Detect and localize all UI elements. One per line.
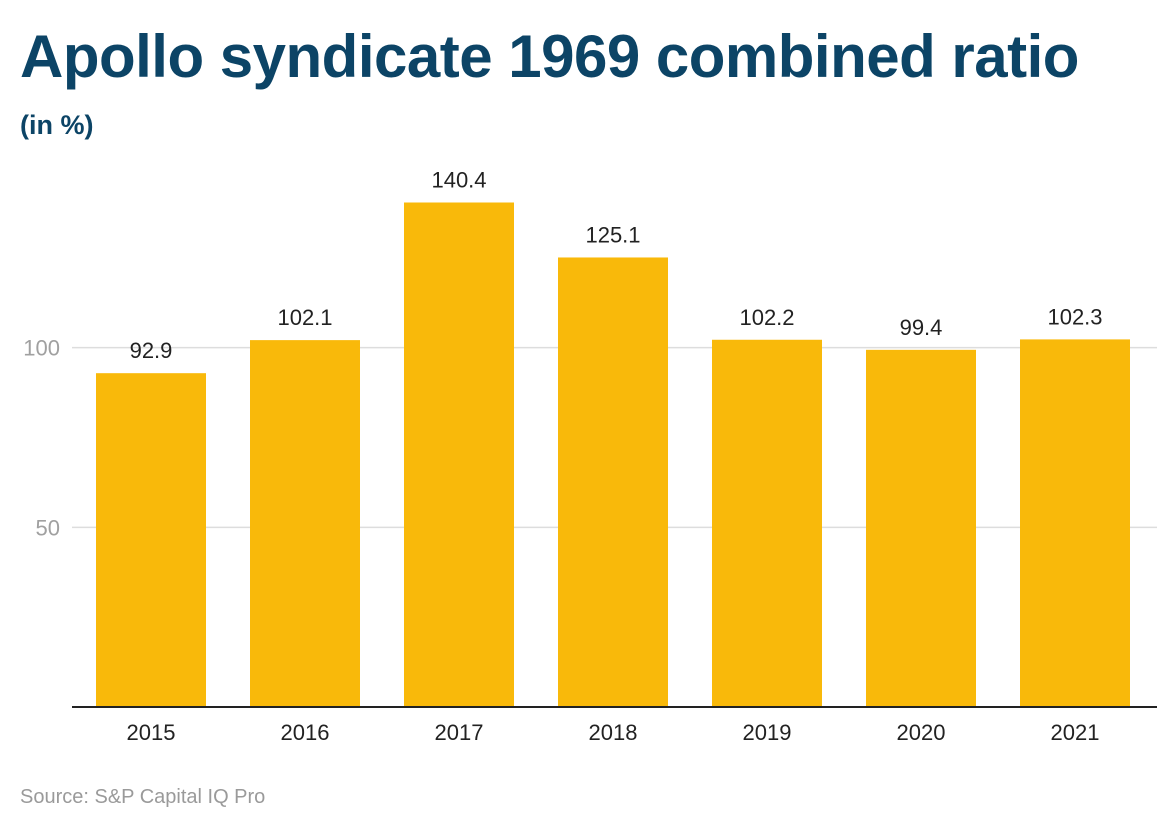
x-tick-label: 2019 xyxy=(743,720,792,745)
x-tick-label: 2015 xyxy=(127,720,176,745)
bar-2016 xyxy=(250,340,360,707)
value-label: 140.4 xyxy=(431,167,486,192)
value-label: 99.4 xyxy=(900,315,943,340)
value-label: 125.1 xyxy=(585,222,640,247)
bar-2018 xyxy=(558,257,668,707)
x-tick-label: 2017 xyxy=(435,720,484,745)
y-tick-label: 100 xyxy=(23,336,60,361)
value-label: 92.9 xyxy=(130,338,173,363)
value-label: 102.2 xyxy=(739,305,794,330)
chart-title: Apollo syndicate 1969 combined ratio xyxy=(20,23,1079,90)
bar-2021 xyxy=(1020,339,1130,707)
bar-2020 xyxy=(866,349,976,707)
x-tick-label: 2018 xyxy=(589,720,638,745)
y-tick-label: 50 xyxy=(36,515,60,540)
x-tick-label: 2021 xyxy=(1051,720,1100,745)
value-label: 102.3 xyxy=(1047,304,1102,329)
bar-2017 xyxy=(404,202,514,707)
source-note: Source: S&P Capital IQ Pro xyxy=(20,786,266,808)
x-tick-label: 2020 xyxy=(897,720,946,745)
bar-2015 xyxy=(96,373,206,707)
x-tick-label: 2016 xyxy=(281,720,330,745)
bar-2019 xyxy=(712,339,822,707)
value-label: 102.1 xyxy=(277,305,332,330)
chart-subtitle: (in %) xyxy=(20,110,94,140)
